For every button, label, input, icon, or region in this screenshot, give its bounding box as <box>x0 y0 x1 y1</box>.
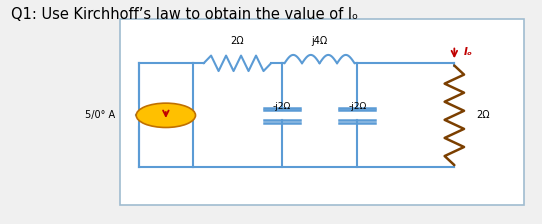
FancyBboxPatch shape <box>120 19 525 205</box>
Text: 2Ω: 2Ω <box>230 36 244 46</box>
Text: j4Ω: j4Ω <box>312 36 328 46</box>
Text: Iₒ: Iₒ <box>464 47 473 57</box>
Text: 2Ω: 2Ω <box>476 110 489 120</box>
Text: -j2Ω: -j2Ω <box>273 102 291 111</box>
Text: -j2Ω: -j2Ω <box>348 102 366 111</box>
Circle shape <box>136 103 196 127</box>
Text: 5/0° A: 5/0° A <box>85 110 114 120</box>
Text: Q1: Use Kirchhoff’s law to obtain the value of Iₒ: Q1: Use Kirchhoff’s law to obtain the va… <box>11 7 358 22</box>
